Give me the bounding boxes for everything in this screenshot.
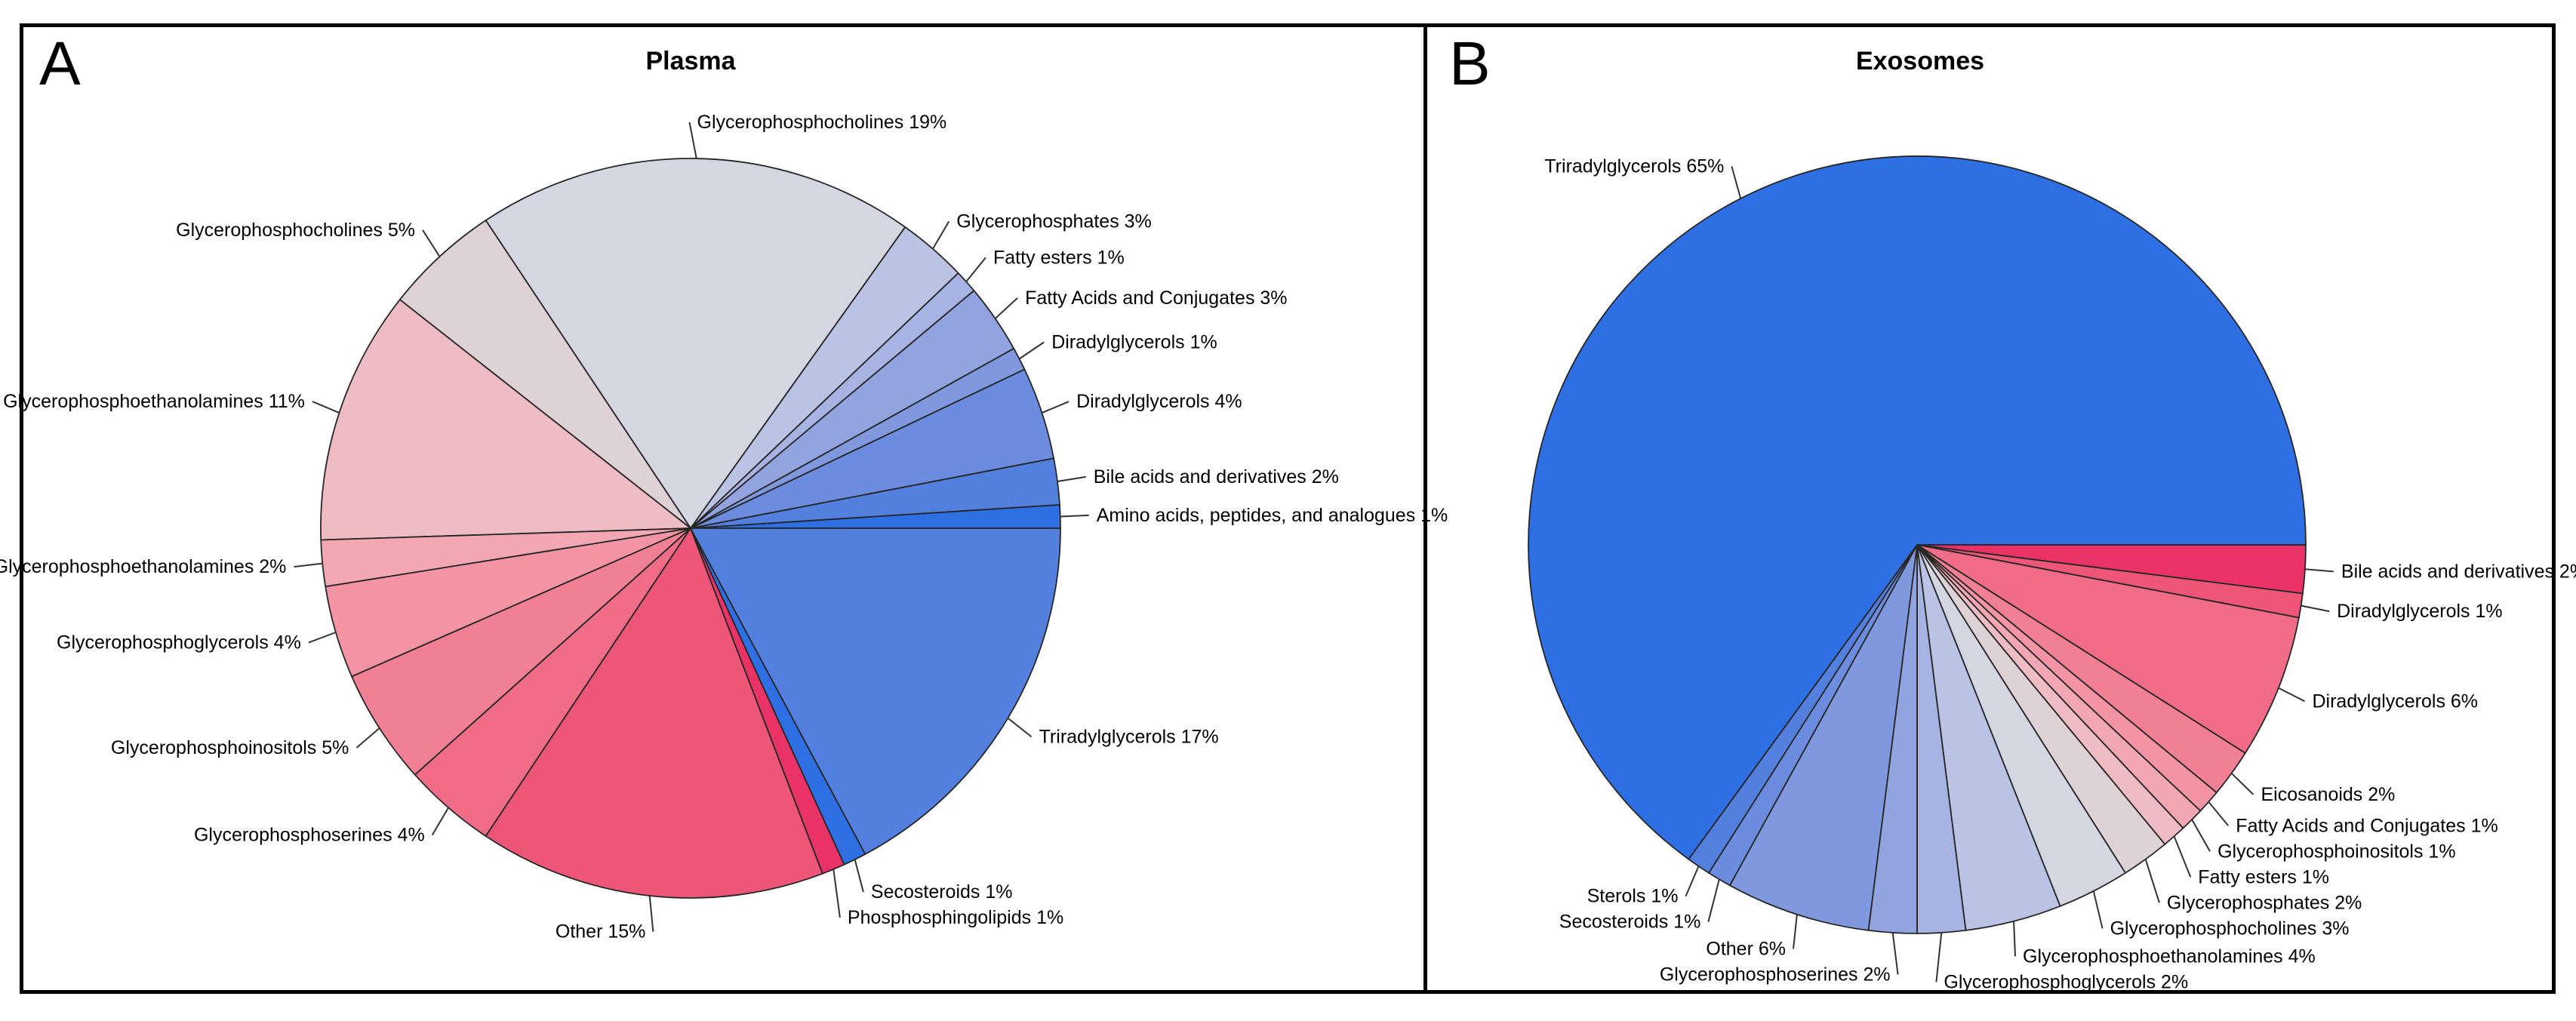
slice-leader-line: [1707, 879, 1720, 922]
exosomes-chart-title: Exosomes: [1855, 47, 1985, 75]
slice-leader-line: [294, 562, 323, 568]
slice-leader-line: [833, 869, 841, 918]
slice-leader-line: [2278, 687, 2305, 703]
slice-label: Fatty Acids and Conjugates 1%: [2236, 815, 2498, 836]
slice-leader-line: [688, 121, 697, 159]
slice-leader-line: [2013, 921, 2016, 957]
plasma-pie-group: Amino acids, peptides, and analogues 1% B…: [0, 112, 1448, 943]
slice-label: Other 15%: [556, 921, 646, 943]
slice-label: Glycerophosphoethanolamines 11%: [3, 391, 305, 412]
slice-leader-line: [2208, 801, 2230, 826]
slice-leader-line: [1793, 914, 1798, 949]
slice-label: Sterols 1%: [1587, 886, 1679, 907]
pie-slice: [1729, 544, 1918, 931]
slice-label: Glycerophosphoserines 4%: [194, 825, 425, 846]
slice-leader-line: [932, 220, 950, 250]
slice-leader-line: [308, 632, 337, 644]
slice-label: Glycerophosphoglycerols 4%: [57, 632, 301, 654]
slice-leader-line: [1018, 341, 1045, 360]
pie-slice: [351, 527, 691, 776]
slice-leader-line: [1935, 932, 1943, 983]
slice-label: Glycerophosphates 2%: [2167, 892, 2362, 913]
pie-slice: [690, 527, 1061, 855]
slice-leader-line: [2144, 859, 2160, 903]
slice-label: Diradylglycerols 1%: [1051, 332, 1217, 353]
plasma-chart-title: Plasma: [645, 47, 736, 75]
slice-label: Glycerophosphocholines 5%: [176, 220, 415, 241]
slice-label: Glycerophosphates 3%: [956, 211, 1151, 232]
slice-label: Glycerophosphoethanolamines 4%: [2023, 946, 2316, 967]
slice-label: Secosteroids 1%: [871, 881, 1013, 903]
pie-slice: [485, 527, 823, 899]
slice-leader-line: [2230, 772, 2254, 795]
slice-leader-line: [1891, 932, 1899, 975]
slice-leader-line: [2301, 604, 2330, 613]
slice-leader-line: [2173, 835, 2192, 878]
slice-leader-line: [2092, 890, 2104, 929]
panel-divider: [1423, 23, 1427, 994]
panel-a-letter: A: [39, 29, 81, 98]
slice-leader-line: [1007, 717, 1033, 738]
slice-label: Glycerophosphocholines 3%: [2110, 918, 2350, 939]
slice-label: Eicosanoids 2%: [2261, 784, 2396, 805]
slice-leader-line: [2304, 568, 2334, 573]
slice-leader-line: [965, 257, 986, 282]
slice-leader-line: [431, 807, 449, 836]
slice-leader-line: [1042, 401, 1069, 414]
slice-label: Glycerophosphoethanolamines 2%: [0, 556, 286, 577]
slice-leader-line: [312, 401, 340, 414]
slice-label: Triradylglycerols 17%: [1039, 726, 1219, 747]
slice-label: Other 6%: [1706, 938, 1786, 959]
slice-label: Diradylglycerols 4%: [1076, 391, 1242, 412]
slice-leader-line: [1685, 866, 1700, 896]
slice-leader-line: [1060, 514, 1089, 518]
slice-label: Diradylglycerols 1%: [2337, 601, 2503, 622]
slice-leader-line: [422, 229, 441, 257]
slice-leader-line: [355, 727, 380, 749]
pie-slice: [485, 158, 906, 529]
slice-leader-line: [1731, 166, 1742, 199]
slice-label: Bile acids and derivatives 2%: [2341, 561, 2576, 582]
slice-label: Fatty esters 1%: [2198, 866, 2329, 887]
pie-slice: [320, 299, 691, 541]
slice-label: Triradylglycerols 65%: [1544, 155, 1724, 177]
slice-label: Glycerophosphoinositols 1%: [2217, 841, 2455, 862]
slice-leader-line: [2191, 819, 2211, 852]
slice-label: Fatty Acids and Conjugates 3%: [1025, 288, 1287, 309]
exosomes-pie-group: Bile acids and derivatives 2% Diradylglyc…: [1528, 155, 2576, 992]
slice-label: Fatty esters 1%: [993, 247, 1125, 268]
slice-label: Secosteroids 1%: [1559, 912, 1701, 933]
slice-leader-line: [994, 297, 1018, 319]
pie-slice: [1916, 544, 2300, 754]
panel-b-letter: B: [1449, 29, 1491, 98]
slice-label: Bile acids and derivatives 2%: [1094, 466, 1339, 487]
slice-label: Phosphosphingolipids 1%: [848, 907, 1063, 928]
slice-label: Glycerophosphoserines 2%: [1660, 964, 1891, 985]
slice-leader-line: [648, 895, 654, 932]
slice-label: Glycerophosphocholines 19%: [697, 112, 947, 133]
slice-label: Glycerophosphoinositols 5%: [111, 737, 349, 758]
slice-label: Amino acids, peptides, and analogues 1%: [1097, 505, 1448, 526]
slice-label: Glycerophosphoglycerols 2%: [1944, 971, 2188, 992]
pie-slice: [399, 220, 691, 529]
slice-label: Diradylglycerols 6%: [2313, 690, 2479, 712]
slice-leader-line: [1057, 475, 1086, 482]
slice-leader-line: [854, 859, 864, 893]
